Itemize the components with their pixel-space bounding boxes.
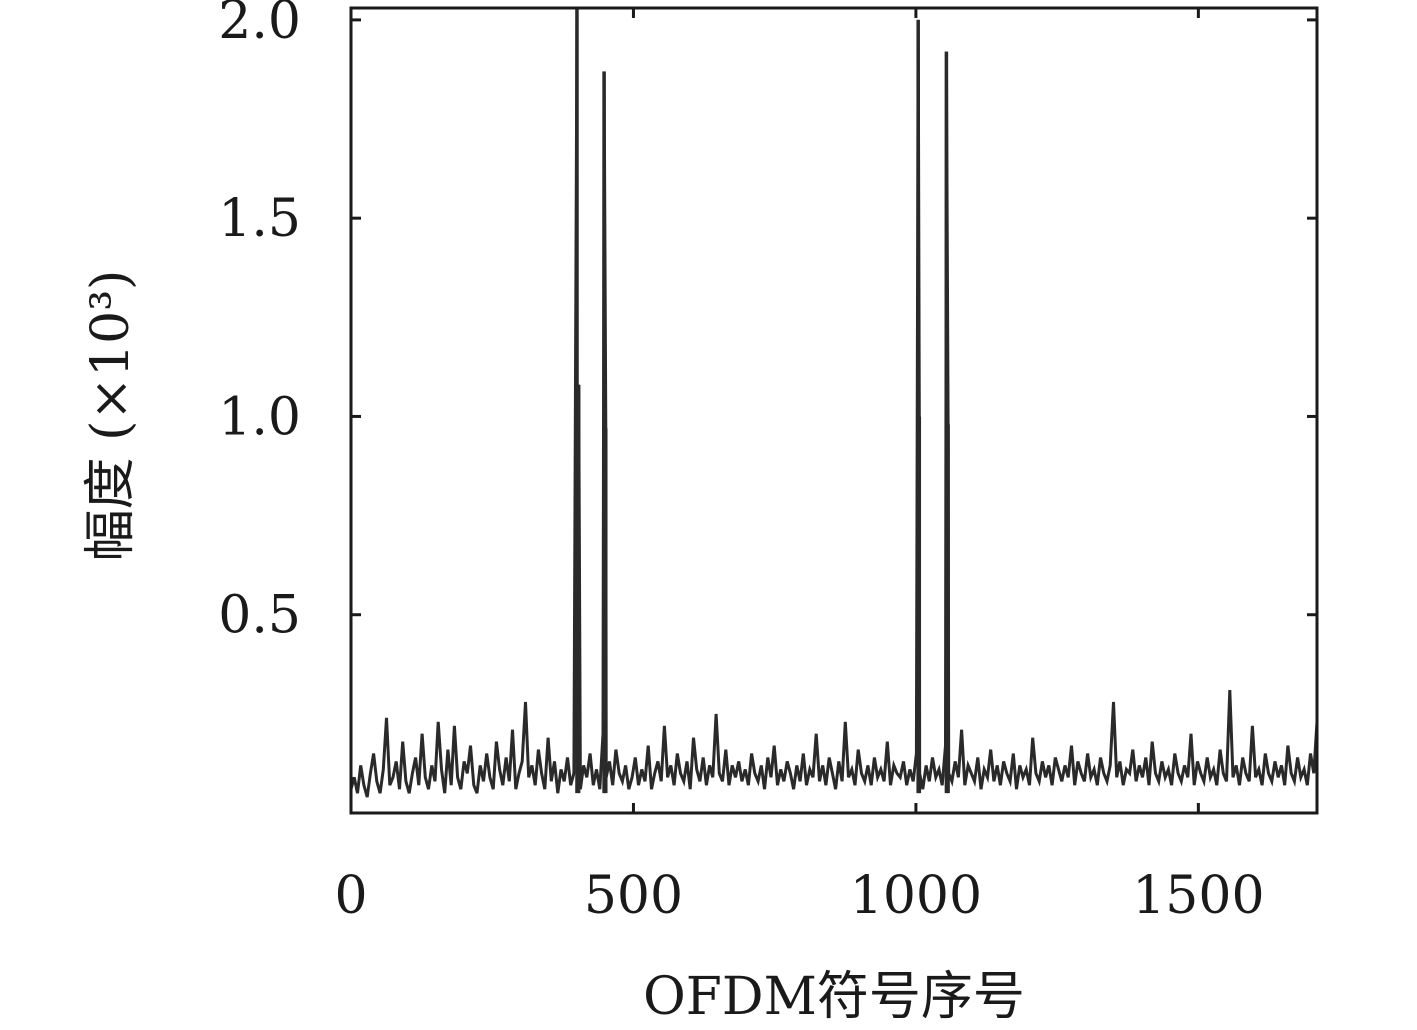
x-tick-label: 1500 — [1132, 866, 1264, 926]
y-tick-label: 1.0 — [218, 387, 301, 447]
x-tick-label: 1000 — [850, 866, 982, 926]
x-tick-label: 0 — [334, 866, 367, 926]
plot-frame — [349, 6, 1319, 815]
x-axis-title: OFDM符号序号 — [643, 967, 1025, 1027]
y-axis-title: 幅度 (×10³) — [81, 270, 141, 562]
y-tick-label: 0.5 — [218, 586, 301, 646]
y-tick-label: 1.5 — [218, 189, 301, 249]
series-line-0 — [349, 7, 1319, 798]
y-axis: 0.5 1.0 1.5 2.0 — [218, 0, 1317, 646]
x-axis: 0 500 1000 1500 — [334, 8, 1265, 926]
plot-area — [349, 7, 1319, 798]
y-tick-label: 2.0 — [218, 0, 301, 51]
x-tick-label: 500 — [584, 866, 683, 926]
